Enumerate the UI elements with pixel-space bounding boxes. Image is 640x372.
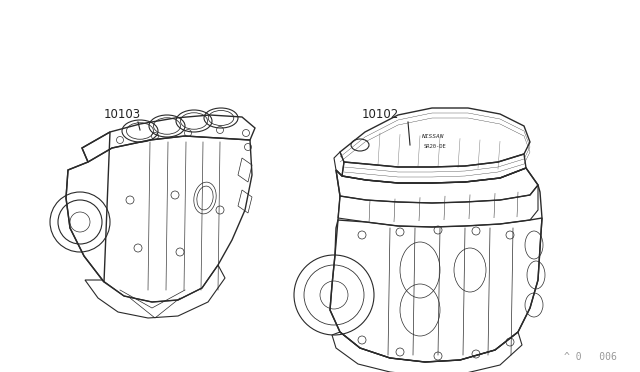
Text: SR20-DE: SR20-DE — [424, 144, 446, 149]
Text: 10103: 10103 — [104, 108, 141, 121]
Text: NISSAN: NISSAN — [420, 134, 444, 139]
Text: 10102: 10102 — [362, 108, 399, 121]
Text: ^ 0   006: ^ 0 006 — [564, 352, 616, 362]
